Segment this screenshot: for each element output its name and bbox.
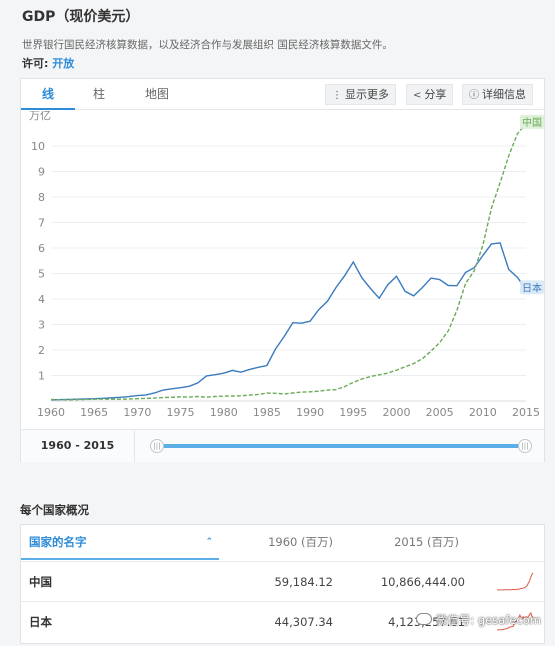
info-icon: ⓘ [469,90,479,101]
series-end-label-text: 日本 [522,281,542,294]
series-end-label-text: 中国 [522,116,542,129]
share-button[interactable]: < 分享 [406,84,454,105]
details-button[interactable]: ⓘ 详细信息 [462,84,533,105]
x-axis: 1960 1965 1970 1975 1980 1985 1990 1995 2000 2005… [37,406,540,419]
country-overview-table: 国家的名字 ⌃ 1960 (百万) 2015 (百万) 中国 59,184.12… [20,524,545,644]
range-end-handle[interactable]: ||| [518,439,532,453]
chart-tabbar: 线 柱 地图 ⋮ 显示更多 < 分享 ⓘ 详细信息 [21,79,544,110]
share-icon: < [413,90,422,101]
x-tick-label: 1970 [123,406,151,419]
value-1960: 59,184.12 [274,575,333,589]
chart-card: 线 柱 地图 ⋮ 显示更多 < 分享 ⓘ 详细信息 1 2 3 4 5 6 7 8 9 10 万亿 196… [20,78,545,462]
series-end-label: 中国 [520,114,544,129]
series-end-label-bg [520,114,544,129]
license-line: 许可: 开放 [22,55,74,71]
y-tick-label: 9 [38,165,45,178]
y-tick-label: 2 [38,344,45,357]
x-tick-label: 1980 [210,406,238,419]
chart-series [50,123,527,401]
series-line-japan [50,242,527,401]
range-selector: 1960 - 2015 ||| ||| [21,429,544,462]
series-end-label-bg [520,280,544,295]
show-more-button[interactable]: ⋮ 显示更多 [325,84,396,105]
sparkline-china [497,572,534,591]
column-header-country-label: 国家的名字 [29,535,87,549]
x-tick-label: 2000 [382,406,410,419]
y-tick-label: 8 [38,191,45,204]
country-name: 中国 [29,575,52,589]
watermark-text: 微信号: gesafecom [435,613,541,627]
series-line-china [50,123,527,401]
y-tick-label: 4 [38,293,45,306]
watermark: 微信号: gesafecom [415,612,541,628]
range-start-handle[interactable]: ||| [150,439,164,453]
x-tick-label: 1965 [80,406,108,419]
x-tick-label: 2015 [512,406,540,419]
y-tick-label: 7 [38,216,45,229]
tab-line[interactable]: 线 [21,79,75,110]
wechat-icon [415,613,432,625]
page-title: GDP（现价美元） [22,9,140,25]
x-tick-label: 1985 [253,406,281,419]
y-tick-label: 5 [38,267,45,280]
table-row[interactable]: 中国 59,184.12 10,866,444.00 [21,561,544,601]
more-vertical-icon: ⋮ [332,90,342,101]
tab-map[interactable]: 地图 [144,87,169,101]
series-end-label: 日本 [520,280,544,295]
column-header-country[interactable]: 国家的名字 ⌃ [21,525,219,560]
license-link[interactable]: 开放 [52,57,75,70]
source-description: 世界银行国民经济核算数据，以及经济合作与发展组织 国民经济核算数据文件。 [22,39,393,51]
x-tick-label: 1960 [37,406,65,419]
x-tick-label: 2010 [469,406,497,419]
x-tick-label: 1990 [296,406,324,419]
y-tick-label: 1 [38,369,45,382]
y-tick-label: 3 [38,318,45,331]
y-tick-label: 10 [31,140,45,153]
column-header-1960[interactable]: 1960 (百万) [268,535,333,549]
chart-grid [51,145,526,402]
range-label: 1960 - 2015 [21,430,135,462]
range-slider-track[interactable] [161,444,526,448]
overview-title: 每个国家概况 [20,503,89,517]
details-label: 详细信息 [482,88,526,101]
x-tick-label: 2005 [426,406,454,419]
x-tick-label: 1975 [167,406,195,419]
sparkline-japan [497,612,534,631]
share-label: 分享 [424,88,447,101]
x-tick-label: 1995 [339,406,367,419]
show-more-label: 显示更多 [345,88,389,101]
y-unit-label: 万亿 [29,111,51,122]
y-tick-label: 6 [38,242,45,255]
value-1960: 44,307.34 [274,615,333,629]
country-name: 日本 [29,615,52,629]
value-2015: 10,866,444.00 [380,575,465,589]
column-header-2015[interactable]: 2015 (百万) [394,535,459,549]
y-axis: 1 2 3 4 5 6 7 8 9 10 万亿 [29,111,51,382]
sort-icon: ⌃ [205,537,213,547]
license-label: 许可: [22,57,49,70]
tab-bar[interactable]: 柱 [92,87,105,101]
